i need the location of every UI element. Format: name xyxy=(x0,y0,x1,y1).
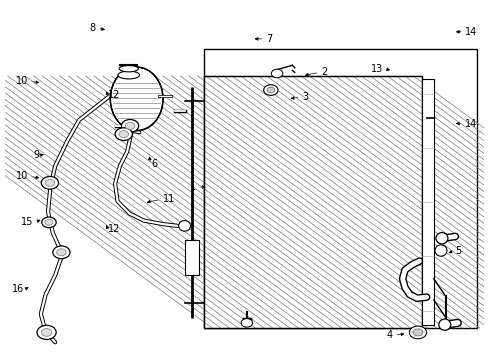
Ellipse shape xyxy=(118,71,139,79)
Bar xyxy=(203,49,476,328)
Text: 4: 4 xyxy=(386,330,392,340)
Text: 15: 15 xyxy=(21,217,34,227)
Text: 10: 10 xyxy=(16,76,28,86)
Circle shape xyxy=(41,217,56,228)
Text: 7: 7 xyxy=(265,34,272,44)
Ellipse shape xyxy=(119,66,138,72)
Circle shape xyxy=(125,122,135,129)
Text: 10: 10 xyxy=(16,171,28,181)
Text: 14: 14 xyxy=(464,118,476,129)
Ellipse shape xyxy=(435,233,447,244)
Circle shape xyxy=(412,329,422,336)
Text: 3: 3 xyxy=(302,92,307,102)
Circle shape xyxy=(121,120,139,132)
Text: 6: 6 xyxy=(151,159,157,169)
Circle shape xyxy=(408,326,426,339)
Circle shape xyxy=(41,329,52,336)
Ellipse shape xyxy=(434,245,446,256)
Circle shape xyxy=(263,85,278,95)
Circle shape xyxy=(45,220,53,225)
Circle shape xyxy=(266,87,274,93)
Text: 12: 12 xyxy=(108,90,120,100)
Circle shape xyxy=(241,319,252,327)
Circle shape xyxy=(37,325,56,339)
Bar xyxy=(203,76,421,328)
Bar xyxy=(203,76,421,328)
Circle shape xyxy=(41,176,59,189)
Text: 12: 12 xyxy=(108,224,120,234)
Bar xyxy=(184,240,199,275)
Text: 9: 9 xyxy=(33,150,40,160)
Circle shape xyxy=(115,128,132,140)
Text: 11: 11 xyxy=(163,194,175,204)
Circle shape xyxy=(119,131,128,138)
Circle shape xyxy=(53,246,70,259)
Text: 1: 1 xyxy=(190,182,196,192)
Ellipse shape xyxy=(438,319,450,330)
Ellipse shape xyxy=(110,67,163,131)
Text: 2: 2 xyxy=(321,67,327,77)
Circle shape xyxy=(271,69,282,78)
Text: 14: 14 xyxy=(464,27,476,37)
Ellipse shape xyxy=(178,221,190,231)
Bar xyxy=(421,80,433,325)
Text: 8: 8 xyxy=(90,23,96,33)
Circle shape xyxy=(57,249,66,256)
Text: 13: 13 xyxy=(370,64,383,74)
Text: 16: 16 xyxy=(12,284,24,294)
Circle shape xyxy=(45,179,55,186)
Text: 5: 5 xyxy=(454,246,461,256)
